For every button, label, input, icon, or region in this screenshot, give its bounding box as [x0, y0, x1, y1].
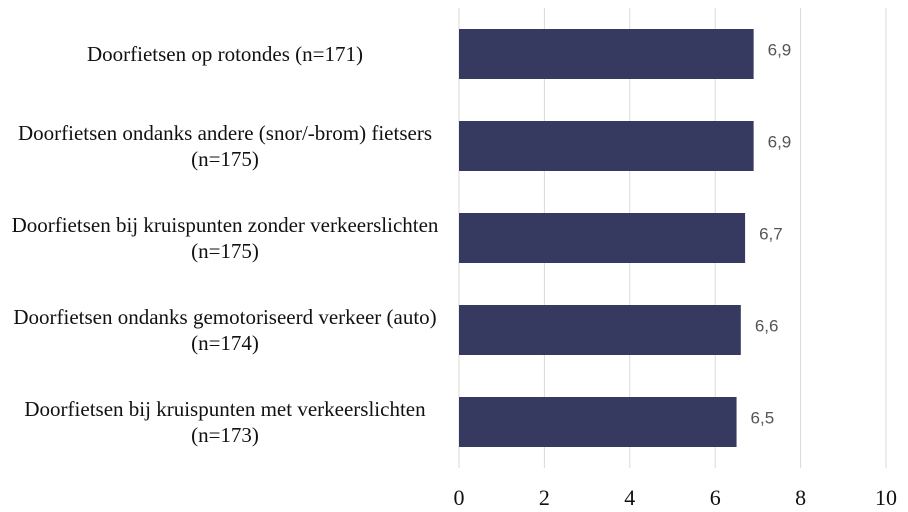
value-label: 6,5	[751, 408, 775, 427]
value-label: 6,7	[759, 224, 783, 243]
category-label: Doorfietsen op rotondes (n=171)	[86, 42, 364, 66]
value-label: 6,6	[755, 316, 779, 335]
bar	[459, 305, 741, 355]
category-label: Doorfietsen ondanks andere (snor/-brom) …	[17, 121, 433, 171]
category-label: Doorfietsen bij kruispunten zonder verke…	[11, 213, 439, 263]
category-label: Doorfietsen bij kruispunten met verkeers…	[24, 397, 426, 447]
x-tick-label: 2	[539, 485, 550, 510]
x-tick-label: 4	[624, 485, 635, 510]
x-tick-label: 0	[454, 485, 465, 510]
bar	[459, 121, 754, 171]
x-tick-label: 8	[795, 485, 806, 510]
x-tick-label: 10	[875, 485, 897, 510]
bar	[459, 397, 737, 447]
x-tick-label: 6	[710, 485, 721, 510]
bar	[459, 213, 746, 263]
value-label: 6,9	[768, 132, 792, 151]
category-label: Doorfietsen ondanks gemotoriseerd verkee…	[13, 305, 437, 355]
bar	[459, 29, 754, 79]
value-label: 6,9	[768, 40, 792, 59]
